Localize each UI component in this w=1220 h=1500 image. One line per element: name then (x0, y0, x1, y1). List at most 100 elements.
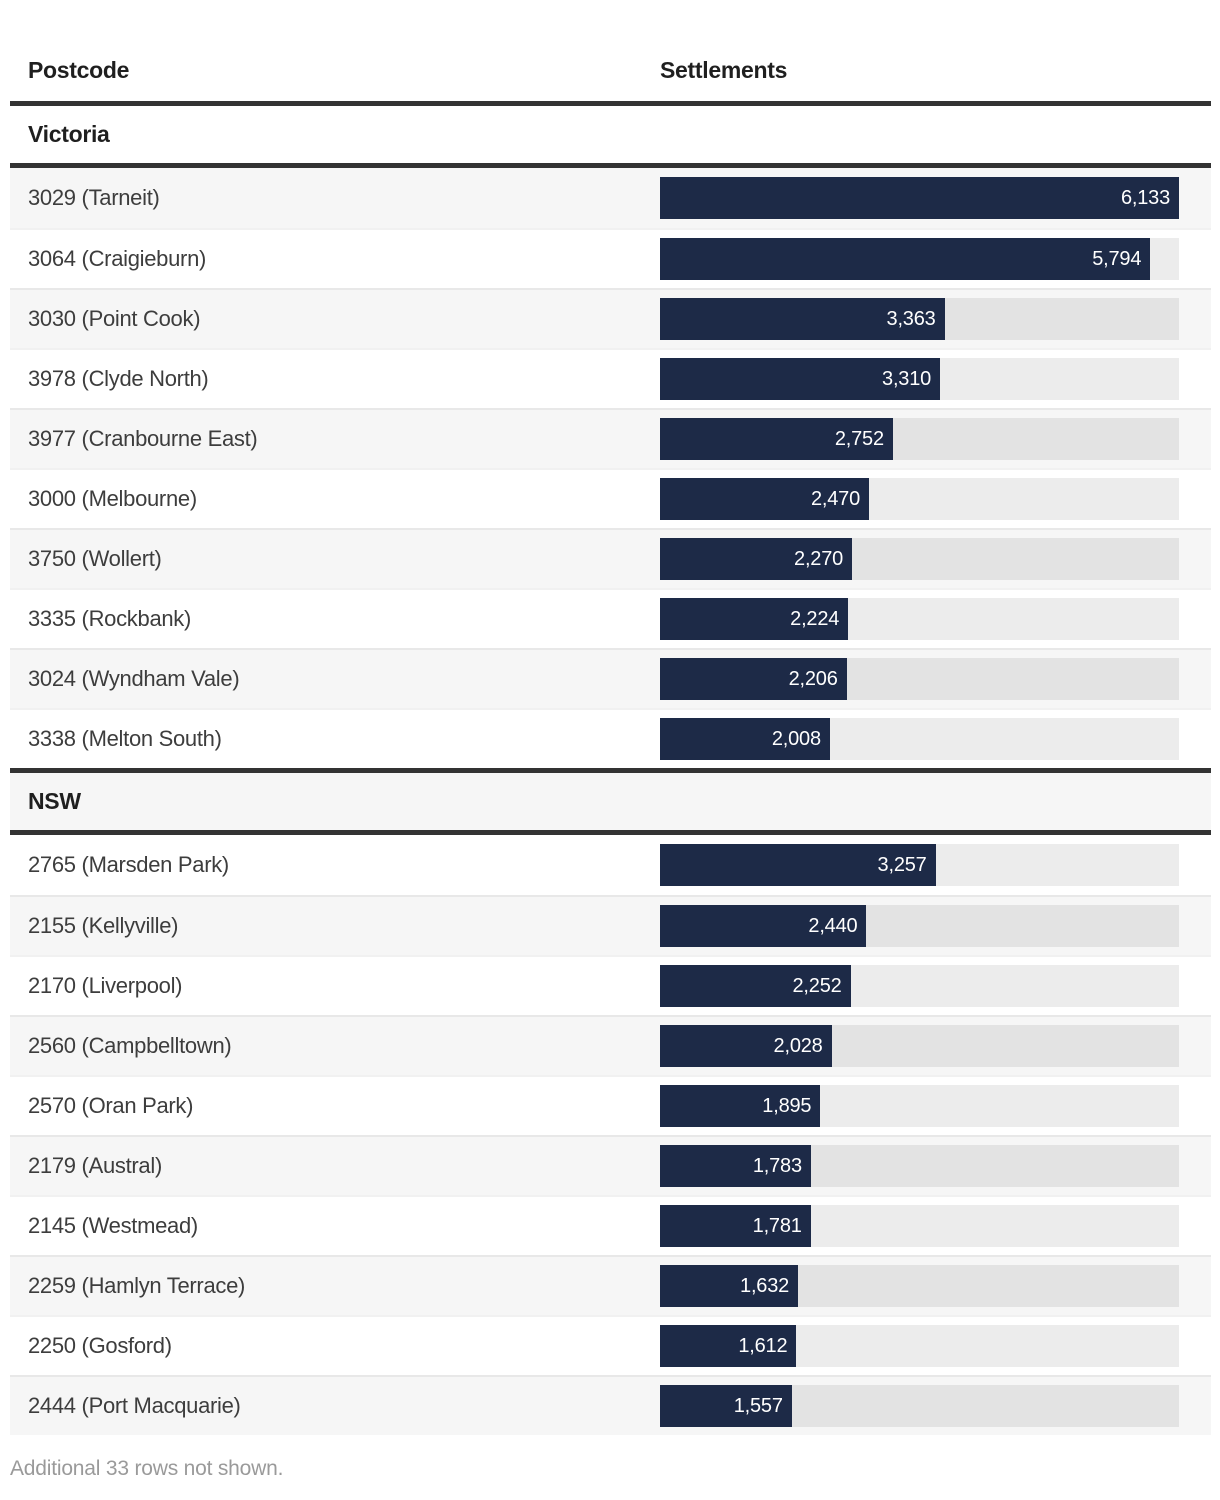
postcode-cell: 3977 (Cranbourne East) (28, 426, 258, 451)
data-table: Postcode Settlements Victoria 3029 (Tarn… (10, 40, 1211, 1435)
bar-track: 5,794 (660, 238, 1179, 280)
postcode-cell: 3000 (Melbourne) (28, 486, 197, 511)
settlements-bar: 2,206 (660, 658, 847, 700)
postcode-cell: 2170 (Liverpool) (28, 973, 183, 998)
settlements-cell: 1,612 (660, 1325, 1211, 1367)
settlements-cell: 2,470 (660, 478, 1211, 520)
table-row: 2155 (Kellyville) 2,440 (10, 895, 1211, 955)
section-label: NSW (28, 788, 81, 814)
settlements-cell: 1,895 (660, 1085, 1211, 1127)
table-row: 2570 (Oran Park) 1,895 (10, 1075, 1211, 1135)
bar-value-label: 1,783 (752, 1154, 802, 1177)
bar-track: 2,270 (660, 538, 1179, 580)
bar-track: 1,895 (660, 1085, 1179, 1127)
settlements-cell: 1,632 (660, 1265, 1211, 1307)
settlements-bar: 2,270 (660, 538, 853, 580)
bar-value-label: 3,310 (882, 367, 932, 390)
settlements-bar: 3,363 (660, 298, 945, 340)
section-header-victoria: Victoria (10, 101, 1211, 168)
settlements-bar: 1,781 (660, 1205, 811, 1247)
settlements-cell: 3,310 (660, 358, 1211, 400)
settlements-bar: 1,783 (660, 1145, 811, 1187)
settlements-cell: 6,133 (660, 177, 1211, 219)
postcode-cell: 3338 (Melton South) (28, 726, 222, 751)
postcode-cell: 3064 (Craigieburn) (28, 246, 207, 271)
bar-value-label: 2,224 (790, 607, 840, 630)
settlements-cell: 2,270 (660, 538, 1211, 580)
bar-value-label: 2,008 (771, 727, 821, 750)
bar-value-label: 1,632 (740, 1274, 790, 1297)
table-row: 2145 (Westmead) 1,781 (10, 1195, 1211, 1255)
table-row: 2250 (Gosford) 1,612 (10, 1315, 1211, 1375)
settlements-cell: 3,257 (660, 844, 1211, 886)
settlements-bar: 2,028 (660, 1025, 832, 1067)
bar-track: 3,363 (660, 298, 1179, 340)
table-row: 2259 (Hamlyn Terrace) 1,632 (10, 1255, 1211, 1315)
postcode-cell: 2155 (Kellyville) (28, 913, 179, 938)
settlements-cell: 2,752 (660, 418, 1211, 460)
bar-value-label: 6,133 (1120, 186, 1170, 209)
postcode-cell: 2259 (Hamlyn Terrace) (28, 1273, 246, 1298)
settlements-bar: 1,632 (660, 1265, 799, 1307)
postcode-cell: 2250 (Gosford) (28, 1333, 172, 1358)
bar-track: 1,781 (660, 1205, 1179, 1247)
postcode-cell: 3029 (Tarneit) (28, 185, 160, 210)
column-header-postcode: Postcode (28, 57, 130, 83)
table-row: 3750 (Wollert) 2,270 (10, 528, 1211, 588)
settlements-cell: 1,783 (660, 1145, 1211, 1187)
postcode-cell: 3978 (Clyde North) (28, 366, 209, 391)
bar-track: 1,612 (660, 1325, 1179, 1367)
postcode-cell: 2560 (Campbelltown) (28, 1033, 232, 1058)
settlements-cell: 2,440 (660, 905, 1211, 947)
table-row: 3338 (Melton South) 2,008 (10, 708, 1211, 768)
settlements-cell: 5,794 (660, 238, 1211, 280)
table-row: 3000 (Melbourne) 2,470 (10, 468, 1211, 528)
table-body: Victoria 3029 (Tarneit) 6,133 3064 (Crai… (10, 101, 1211, 1435)
settlements-bar: 3,310 (660, 358, 941, 400)
column-header-settlements: Settlements (660, 57, 788, 83)
bar-value-label: 3,257 (877, 853, 927, 876)
bar-track: 2,206 (660, 658, 1179, 700)
settlements-bar: 1,557 (660, 1385, 792, 1427)
bar-track: 3,257 (660, 844, 1179, 886)
bar-track: 3,310 (660, 358, 1179, 400)
settlements-bar: 5,794 (660, 238, 1151, 280)
table-row: 2765 (Marsden Park) 3,257 (10, 835, 1211, 895)
table-row: 2170 (Liverpool) 2,252 (10, 955, 1211, 1015)
bar-track: 2,440 (660, 905, 1179, 947)
bar-value-label: 2,270 (794, 547, 844, 570)
bar-value-label: 2,028 (773, 1034, 823, 1057)
table-row: 3978 (Clyde North) 3,310 (10, 348, 1211, 408)
settlements-bar: 2,470 (660, 478, 870, 520)
bar-track: 2,028 (660, 1025, 1179, 1067)
postcode-cell: 2765 (Marsden Park) (28, 852, 229, 877)
settlements-cell: 2,206 (660, 658, 1211, 700)
settlements-bar: 2,440 (660, 905, 867, 947)
bar-value-label: 2,252 (792, 974, 842, 997)
settlements-cell: 2,028 (660, 1025, 1211, 1067)
footer-note: Additional 33 rows not shown. (10, 1457, 284, 1480)
table-row: 2179 (Austral) 1,783 (10, 1135, 1211, 1195)
table-row: 3335 (Rockbank) 2,224 (10, 588, 1211, 648)
bar-value-label: 5,794 (1092, 247, 1142, 270)
settlements-bar: 2,224 (660, 598, 849, 640)
postcode-cell: 2570 (Oran Park) (28, 1093, 194, 1118)
settlements-cell: 1,781 (660, 1205, 1211, 1247)
bar-track: 2,752 (660, 418, 1179, 460)
settlements-cell: 2,252 (660, 965, 1211, 1007)
bar-track: 6,133 (660, 177, 1179, 219)
postcode-cell: 3335 (Rockbank) (28, 606, 192, 631)
bar-track: 2,470 (660, 478, 1179, 520)
bar-value-label: 1,781 (752, 1214, 802, 1237)
table-header-row: Postcode Settlements (10, 40, 1211, 101)
settlements-bar: 2,252 (660, 965, 851, 1007)
bar-value-label: 1,895 (762, 1094, 812, 1117)
settlements-bar: 6,133 (660, 177, 1179, 219)
bar-value-label: 2,752 (834, 427, 884, 450)
bar-value-label: 2,440 (808, 914, 858, 937)
bar-track: 1,783 (660, 1145, 1179, 1187)
settlements-bar: 2,752 (660, 418, 893, 460)
table-row: 3029 (Tarneit) 6,133 (10, 168, 1211, 228)
settlements-cell: 2,224 (660, 598, 1211, 640)
